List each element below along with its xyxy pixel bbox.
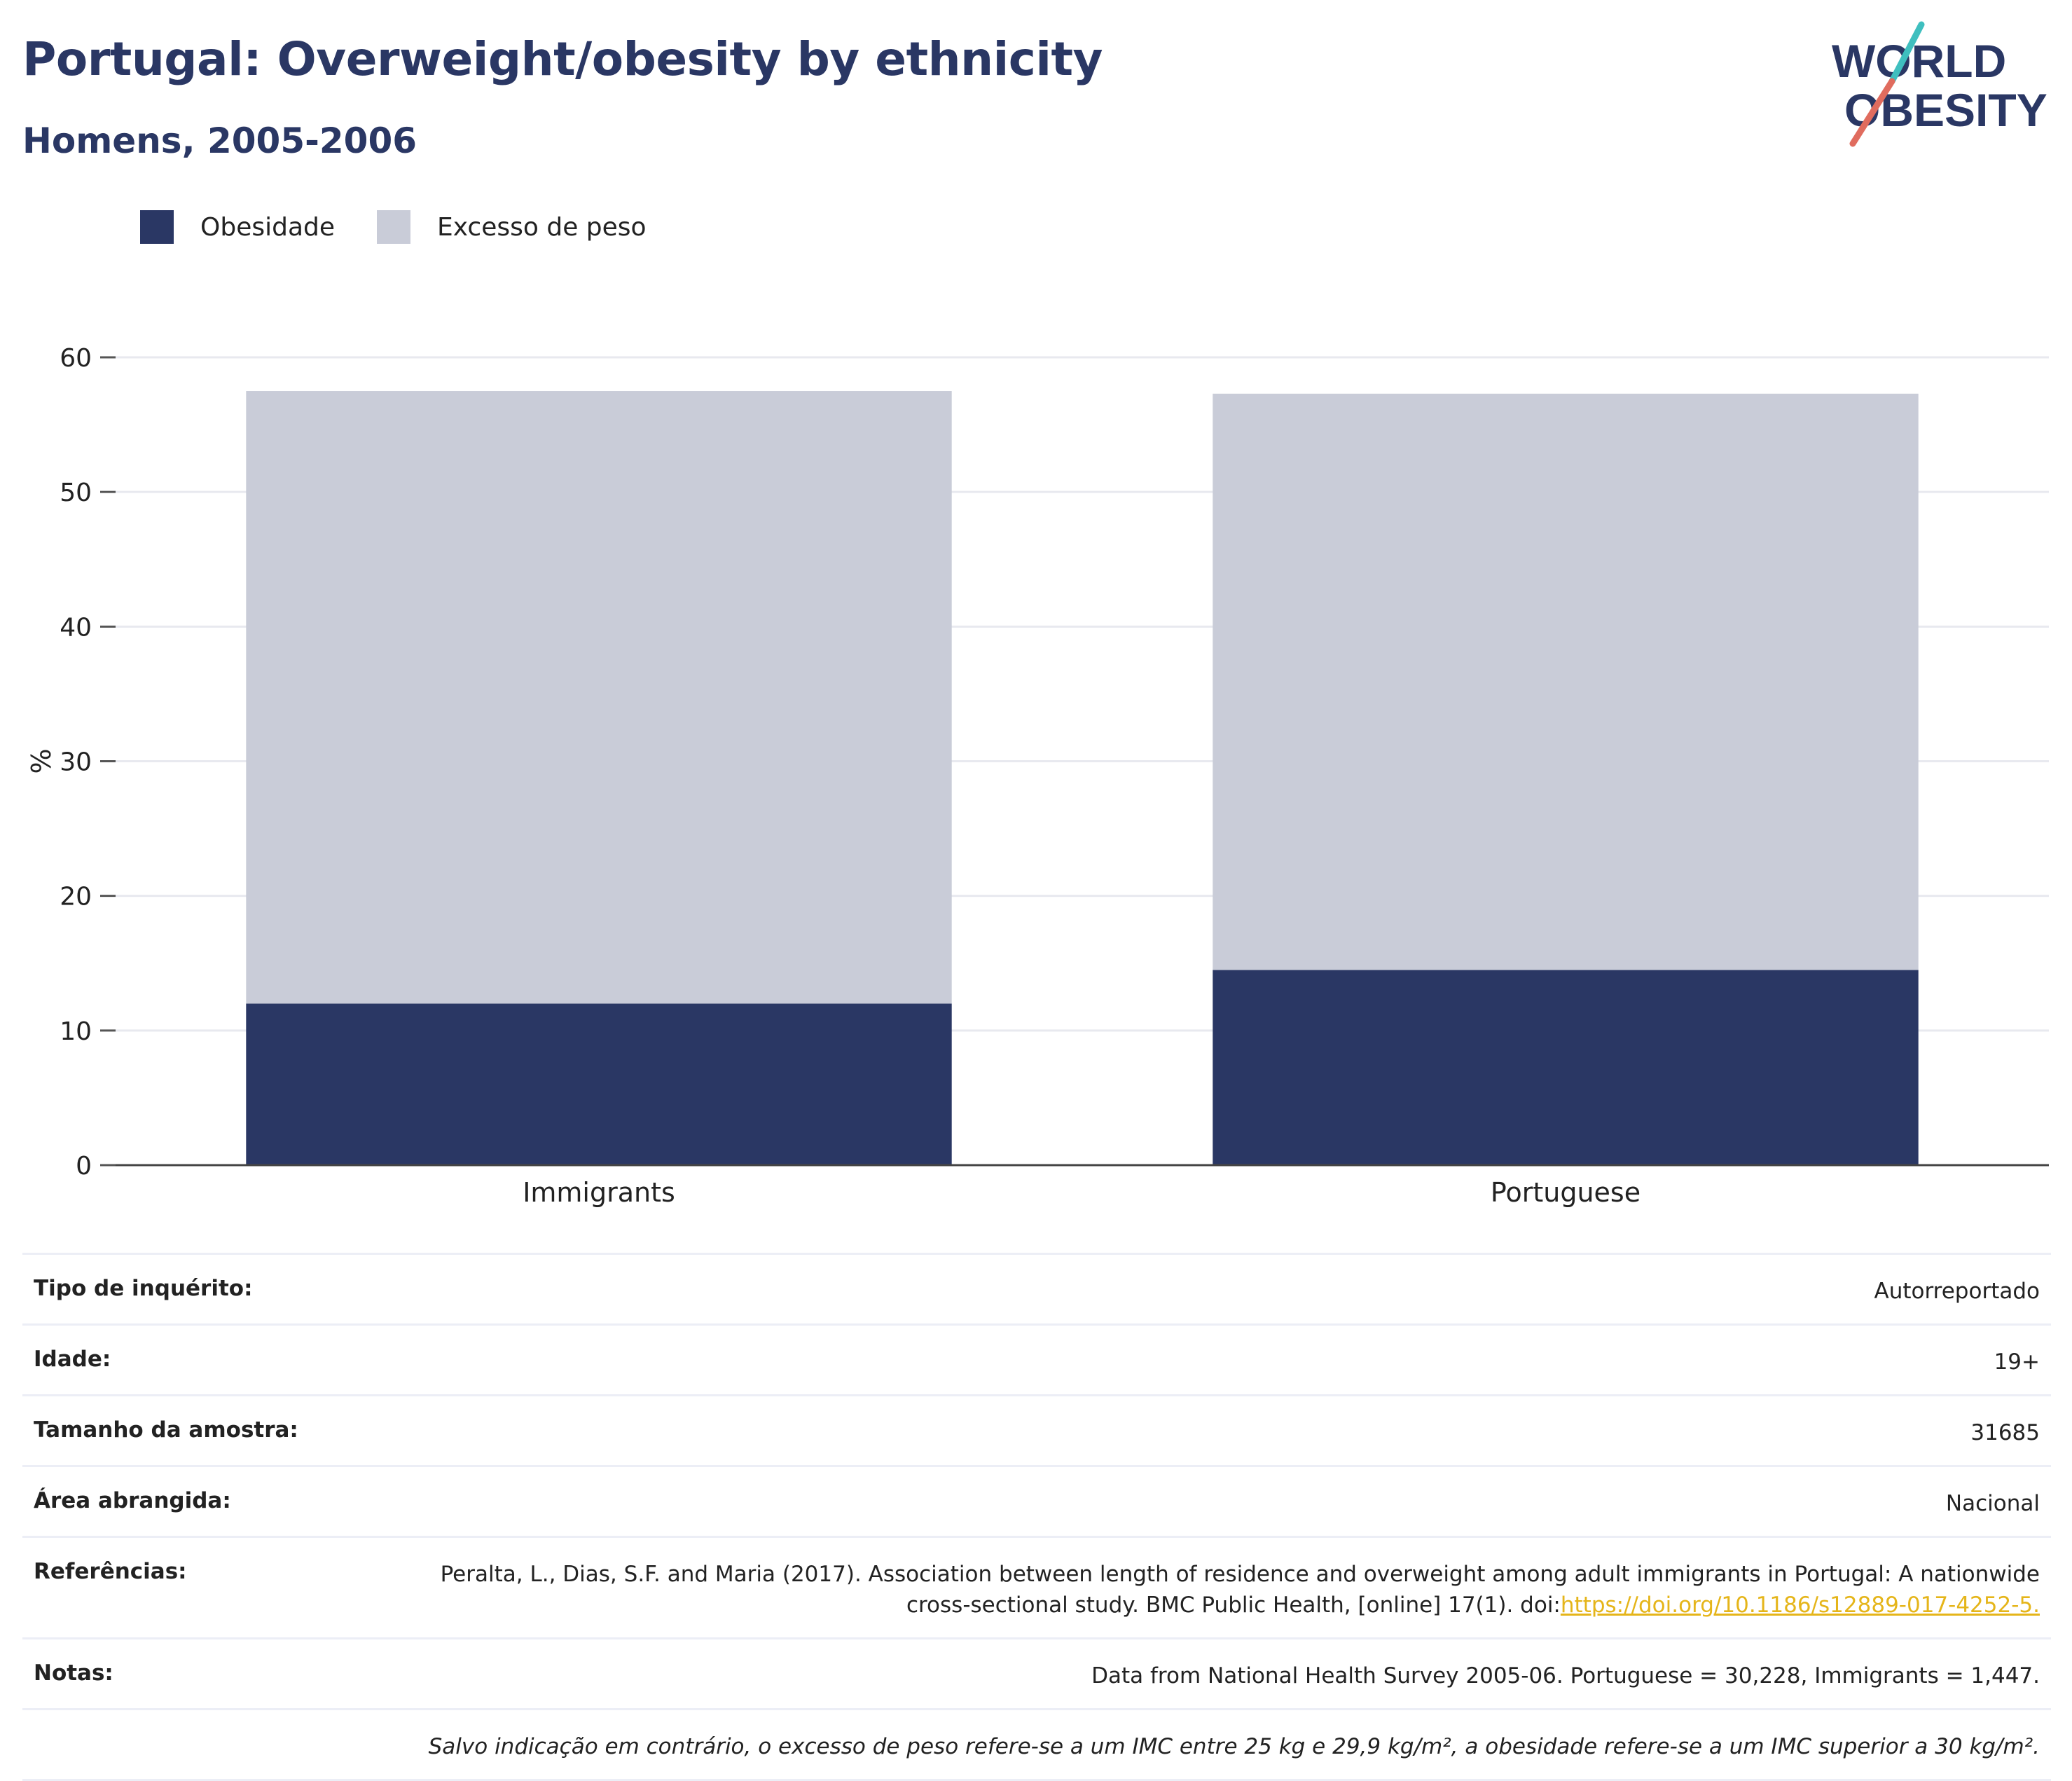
info-value: Peralta, L., Dias, S.F. and Maria (2017)… [394, 1559, 2040, 1621]
legend-swatch-excesso-de-peso [377, 210, 411, 244]
info-row-sample-size: Tamanho da amostra: 31685 [22, 1394, 2051, 1465]
reference-doi-link[interactable]: https://doi.org/10.1186/s12889-017-4252-… [1560, 1593, 2040, 1618]
world-obesity-logo: WORLD OBESITY [1832, 21, 2047, 147]
y-tick-label: 30 [60, 748, 92, 777]
info-row-survey-type: Tipo de inquérito: Autorreportado [22, 1253, 2051, 1323]
info-row-area: Área abrangida: Nacional [22, 1465, 2051, 1536]
footnote-text: Salvo indicação em contrário, o excesso … [428, 1734, 2040, 1759]
survey-info-table: Tipo de inquérito: Autorreportado Idade:… [22, 1253, 2051, 1781]
y-tick-label: 60 [60, 344, 92, 373]
legend-label-obesidade: Obesidade [200, 212, 336, 242]
legend-swatch-obesidade [140, 210, 174, 244]
page-subtitle: Homens, 2005-2006 [22, 121, 417, 161]
info-label: Tamanho da amostra: [34, 1417, 298, 1443]
logo-line1: WORLD [1832, 35, 2006, 87]
legend-item-obesidade[interactable]: Obesidade [140, 210, 335, 244]
chart-legend: Obesidade Excesso de peso [140, 210, 689, 244]
bar-portuguese-obesidade [1213, 970, 1919, 1165]
bar-immigrants-excesso-de-peso [246, 391, 952, 1004]
legend-item-excesso-de-peso[interactable]: Excesso de peso [377, 210, 647, 244]
info-label: Idade: [34, 1347, 111, 1372]
reference-text: Peralta, L., Dias, S.F. and Maria (2017)… [440, 1562, 2040, 1618]
y-tick-label: 0 [76, 1152, 92, 1181]
info-label: Área abrangida: [34, 1488, 231, 1513]
bar-chart: 0 10 20 30 40 50 60% Immigrants Portuguese [26, 344, 2049, 1208]
x-tick-label: Immigrants [523, 1177, 675, 1208]
info-row-footnote: Salvo indicação em contrário, o excesso … [22, 1708, 2051, 1781]
info-row-references: Referências: Peralta, L., Dias, S.F. and… [22, 1536, 2051, 1637]
y-tick-label: 10 [60, 1017, 92, 1046]
bar-portuguese-excesso-de-peso [1213, 393, 1919, 970]
info-value: Autorreportado [1874, 1279, 2040, 1304]
legend-label-excesso-de-peso: Excesso de peso [437, 212, 647, 242]
info-label: Tipo de inquérito: [34, 1276, 253, 1301]
page-title: Portugal: Overweight/obesity by ethnicit… [22, 32, 1103, 86]
info-label: Notas: [34, 1660, 113, 1686]
logo-line2: OBESITY [1844, 84, 2047, 136]
x-tick-label: Portuguese [1491, 1177, 1641, 1208]
y-axis-label: % [26, 748, 57, 773]
y-tick-label: 50 [60, 479, 92, 507]
info-row-age: Idade: 19+ [22, 1323, 2051, 1394]
info-value: Nacional [1945, 1491, 2040, 1516]
y-tick-label: 20 [60, 883, 92, 912]
bar-immigrants-obesidade [246, 1003, 952, 1165]
info-row-notes: Notas: Data from National Health Survey … [22, 1637, 2051, 1708]
info-value: 31685 [1970, 1420, 2040, 1445]
info-value: Data from National Health Survey 2005-06… [1091, 1663, 2040, 1689]
info-label: Referências: [34, 1559, 187, 1584]
y-tick-label: 40 [60, 613, 92, 642]
info-value: 19+ [1994, 1349, 2040, 1375]
